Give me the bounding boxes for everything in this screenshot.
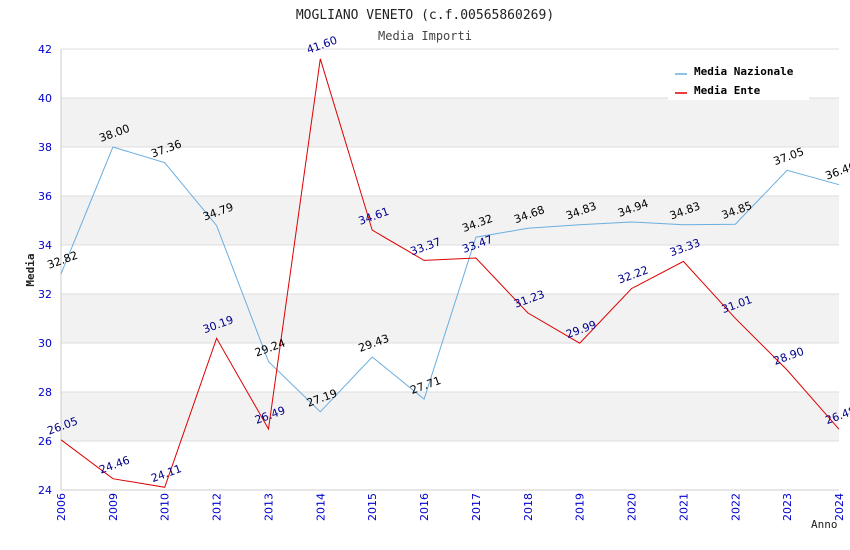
x-tick-label: 2017 <box>470 493 483 521</box>
y-tick-label: 24 <box>38 484 52 497</box>
data-label: 24.46 <box>97 454 131 477</box>
legend: Media Nazionale Media Ente <box>668 60 809 100</box>
data-label: 28.90 <box>772 345 806 368</box>
x-tick-label: 2014 <box>314 493 327 521</box>
band-34 <box>61 196 839 245</box>
band-26 <box>61 392 839 441</box>
chart-title: MOGLIANO VENETO (c.f.00565860269) <box>296 8 554 23</box>
x-tick-label: 2018 <box>522 493 535 521</box>
x-axis-label: Anno <box>811 518 838 531</box>
x-tick-label: 2020 <box>626 493 639 521</box>
y-tick-label: 36 <box>38 190 52 203</box>
series-lines <box>60 58 840 488</box>
x-tick-label: 2024 <box>833 493 846 521</box>
x-tick-label: 2006 <box>55 493 68 521</box>
x-tick-label: 2023 <box>781 493 794 521</box>
chart-subtitle: Media Importi <box>378 29 472 43</box>
y-axis-label: Media <box>24 253 37 286</box>
y-tick-label: 26 <box>38 435 52 448</box>
x-tick-label: 2022 <box>729 493 742 521</box>
data-label: 32.82 <box>46 249 80 272</box>
y-tick-label: 40 <box>38 92 52 105</box>
y-tick-labels: 24 26 28 30 32 34 36 38 40 42 <box>38 43 52 497</box>
axes <box>60 49 839 491</box>
series-line-0 <box>60 146 840 413</box>
data-label: 32.22 <box>616 263 650 286</box>
data-label: 37.05 <box>772 145 806 168</box>
legend-background <box>668 60 809 100</box>
band-38 <box>61 98 839 147</box>
x-tick-label: 2010 <box>159 493 172 521</box>
legend-label-media-ente: Media Ente <box>694 84 761 97</box>
x-tick-label: 2015 <box>366 493 379 521</box>
x-tick-label: 2012 <box>211 493 224 521</box>
legend-label-media-nazionale: Media Nazionale <box>694 65 794 78</box>
x-tick-label: 2009 <box>107 493 120 521</box>
data-label: 36.46 <box>824 160 850 183</box>
data-label: 41.60 <box>305 34 339 57</box>
x-tick-label: 2019 <box>574 493 587 521</box>
y-tick-label: 38 <box>38 141 52 154</box>
x-tick-labels: 2006 2009 2010 2012 2013 2014 2015 2016 2017 2018… <box>55 493 846 521</box>
y-tick-label: 32 <box>38 288 52 301</box>
y-tick-label: 30 <box>38 337 52 350</box>
y-tick-label: 28 <box>38 386 52 399</box>
y-tick-label: 34 <box>38 239 52 252</box>
x-tick-label: 2016 <box>418 493 431 521</box>
y-tick-label: 42 <box>38 43 52 56</box>
x-tick-label: 2021 <box>677 493 690 521</box>
series-line-1 <box>60 58 840 488</box>
x-tick-label: 2013 <box>262 493 275 521</box>
